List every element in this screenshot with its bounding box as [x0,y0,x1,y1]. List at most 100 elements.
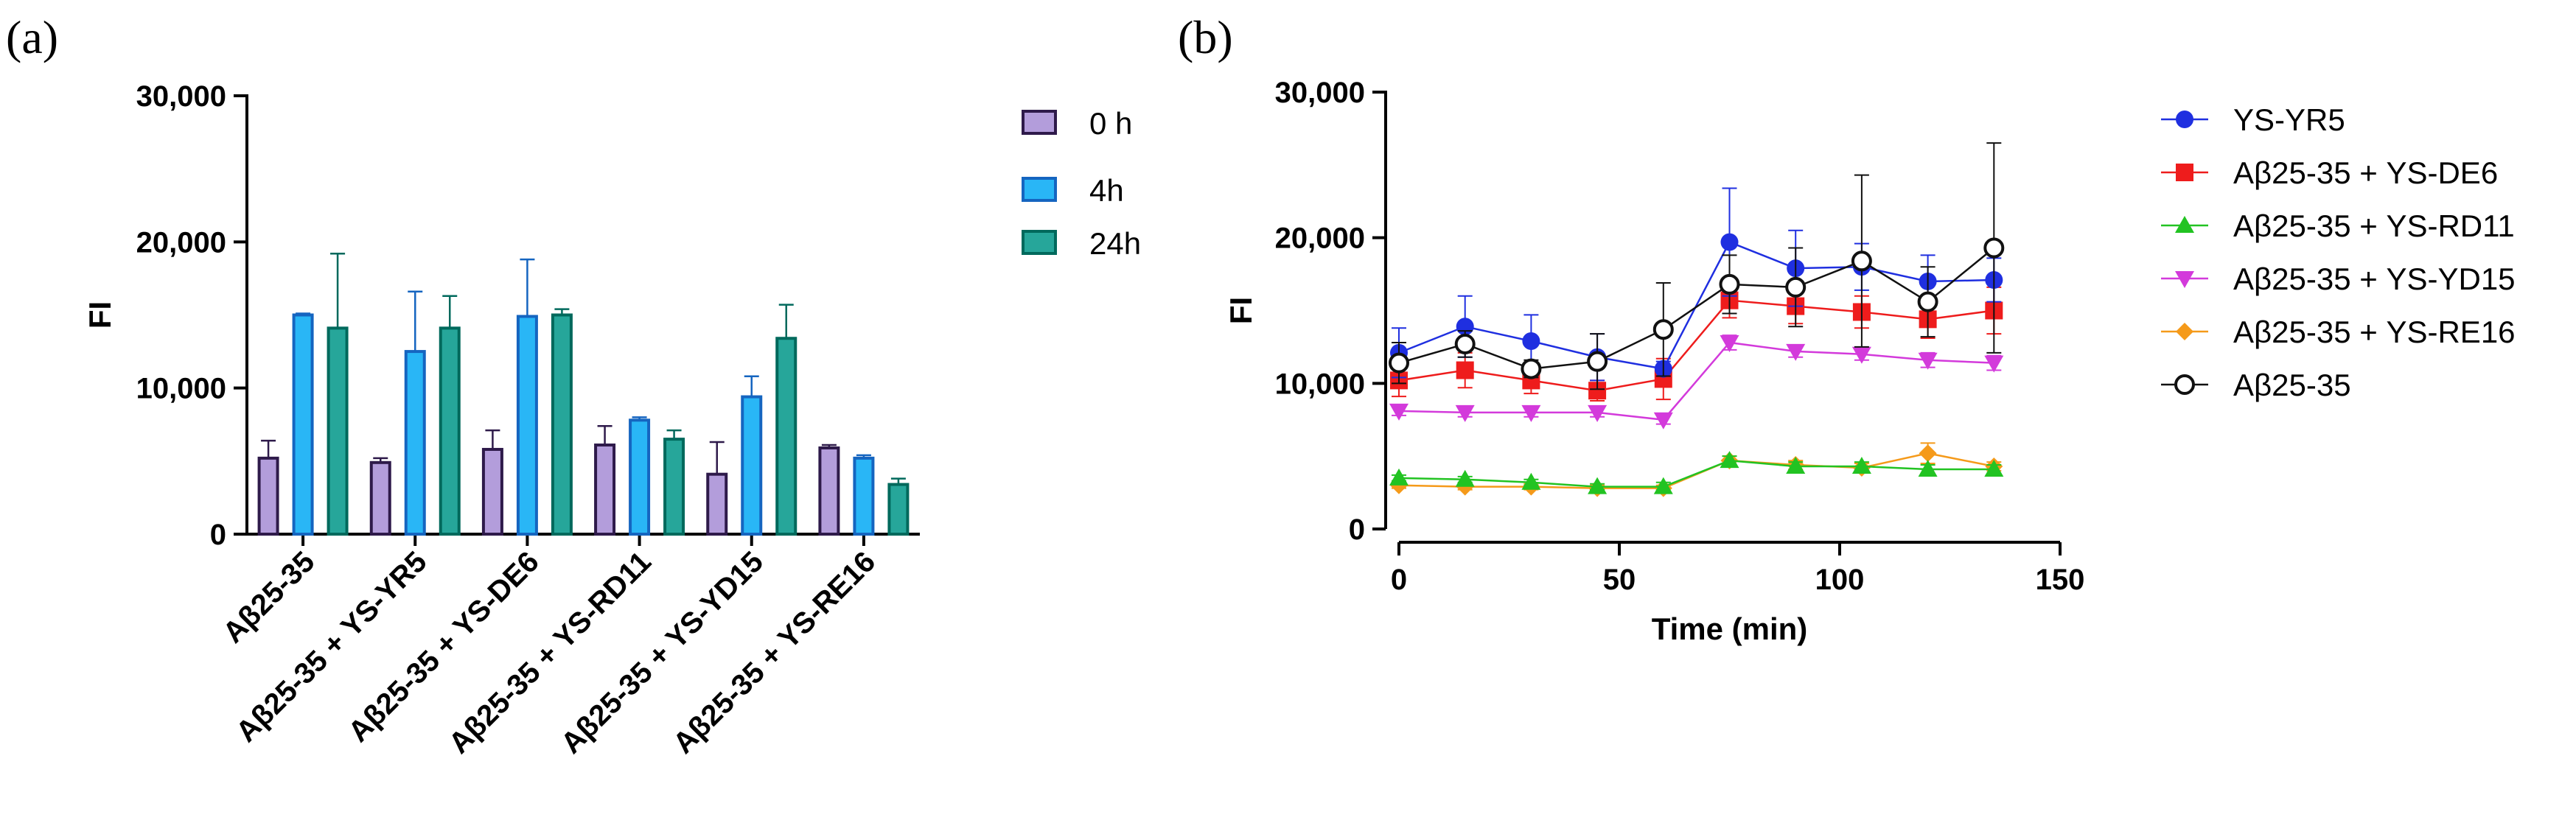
y-tick-label: 0 [1349,514,1365,546]
legend-entry-label: Aβ25-35 + YS-YD15 [2233,262,2516,296]
data-point [1984,355,2004,373]
series-0 [1390,187,2003,382]
bar [292,313,314,536]
data-point [1785,276,1807,298]
data-point [1587,351,1608,372]
data-point [1455,404,1475,422]
legend-entry-label: YS-YR5 [2233,102,2345,137]
legend-marker [2176,111,2193,128]
series-line [1398,452,1994,489]
data-point [1588,404,1608,422]
legend-swatch [1022,110,1057,135]
x-tick-label: Aβ25-35 [217,545,321,649]
data-point [1652,319,1674,340]
data-point [1456,361,1474,379]
data-point [1653,477,1673,494]
bar [439,326,461,536]
legend-entry-label: 4h [1089,173,1124,208]
x-axis-label: Time (min) [1652,612,1808,646]
legend-entry-label: Aβ25-35 + YS-DE6 [2233,155,2498,190]
bar [404,350,426,536]
data-point [1653,412,1673,430]
data-point [1983,237,2005,259]
data-point [1851,250,1872,272]
bar [551,313,573,536]
data-point [1984,459,2004,477]
bar [257,456,279,536]
legend-entry-label: 0 h [1089,106,1132,141]
y-tick-label: 10,000 [1275,368,1365,400]
legend-marker [2176,164,2193,181]
data-point [1851,457,1871,474]
x-tick-label: 0 [1391,564,1407,596]
data-point [1455,469,1475,487]
bar [818,446,840,536]
legend-marker [2174,374,2195,395]
legend-marker [2175,216,2194,233]
y-axis-label: FI [83,301,117,329]
series-3 [1389,334,2004,430]
y-tick-label: 0 [210,519,226,551]
panel-a-label: (a) [6,11,58,63]
bar [663,438,685,536]
y-tick-label: 30,000 [1275,77,1365,109]
panel-b-label: (b) [1178,11,1233,63]
bar [741,395,763,536]
series-line [1398,299,1994,392]
series-line [1398,341,1994,421]
bar [629,418,651,536]
x-tick-label: Aβ25-35 + YS-RD11 [443,545,657,760]
data-point [1588,477,1608,494]
y-tick-label: 30,000 [136,80,226,113]
data-point [1389,403,1409,421]
y-tick-label: 20,000 [1275,222,1365,255]
data-point [1720,334,1739,352]
x-tick-label: Aβ25-35 + YS-RE16 [667,545,882,760]
x-tick-label: 150 [2036,564,2085,596]
data-point [1851,346,1871,364]
data-point [1389,468,1409,486]
series-line [1398,241,1994,370]
bar [369,460,391,536]
x-tick-label: Aβ25-35 + YS-YR5 [230,545,433,749]
legend-entry-label: Aβ25-35 + YS-RE16 [2233,315,2516,349]
legend-marker [2176,323,2193,340]
data-point [1720,233,1739,251]
y-tick-label: 20,000 [136,226,226,259]
data-point [1720,451,1739,469]
x-tick-label: 50 [1603,564,1636,596]
y-axis-label: FI [1224,297,1258,324]
data-point [1719,273,1740,295]
bar [516,315,538,536]
data-point [1521,472,1541,490]
data-point [1521,404,1541,422]
data-point [1917,291,1938,312]
data-point [1786,457,1806,474]
legend-entry-label: Aβ25-35 + YS-RD11 [2233,208,2515,243]
data-point [1918,459,1938,477]
line-chart-panel-b: 0 10,000 20,000 30,000 FI 0 50 100 150 Time (min)… [1224,77,2516,646]
legend-marker [2175,271,2194,288]
bar [327,326,349,536]
y-tick-label: 10,000 [136,373,226,405]
data-point [1786,343,1806,361]
x-tick-label: Aβ25-35 + YS-YD15 [555,545,769,760]
bar [481,447,503,536]
data-point [1919,444,1937,463]
bar [775,337,797,536]
legend-entry-label: Aβ25-35 [2233,368,2351,402]
data-point [1454,333,1476,354]
series-2 [1389,451,2004,494]
series-1 [1390,281,2003,402]
series-line [1398,459,1994,488]
data-point [1521,358,1542,379]
x-tick-label: 100 [1815,564,1865,596]
bar [853,456,875,536]
data-point [1389,352,1409,374]
legend-entry-label: 24h [1089,226,1141,261]
series-5 [1389,142,2005,390]
legend-swatch [1022,177,1057,202]
legend-swatch [1022,230,1057,255]
